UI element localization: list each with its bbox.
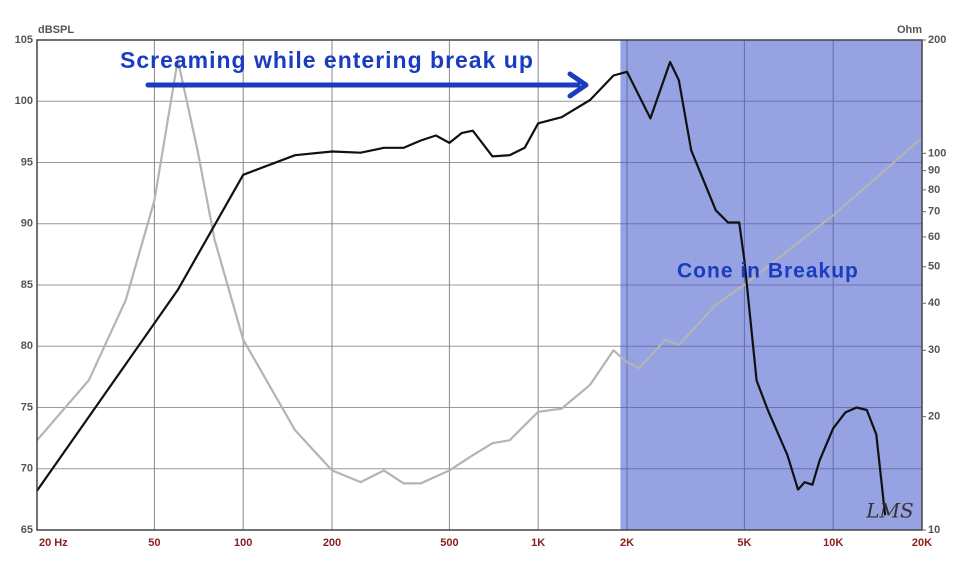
plot-frame xyxy=(36,39,923,531)
x-tick-label: 200 xyxy=(323,537,341,549)
y2-tick-label: 70 xyxy=(928,206,940,218)
y2-tick-label: 20 xyxy=(928,411,940,423)
y2-tick-label: 10 xyxy=(928,524,940,536)
x-tick-label: 20 Hz xyxy=(39,537,68,549)
x-tick-label: 2K xyxy=(620,537,634,549)
lines-layer xyxy=(36,58,923,516)
x-tick-label: 100 xyxy=(234,537,252,549)
y2-tick-label: 50 xyxy=(928,261,940,273)
y2-axis-label: Ohm xyxy=(897,24,922,36)
y-tick-label: 65 xyxy=(21,524,33,536)
y2-tick-label: 80 xyxy=(928,184,940,196)
x-tick-label: 50 xyxy=(148,537,160,549)
y2-tick-label: 40 xyxy=(928,297,940,309)
y-tick-label: 90 xyxy=(21,218,33,230)
impedance-line xyxy=(36,58,923,485)
y2-tick-label: 90 xyxy=(928,165,940,177)
y2-tick-label: 100 xyxy=(928,147,946,159)
y2-tick-label: 30 xyxy=(928,344,940,356)
spl-line xyxy=(36,60,887,516)
x-tick-label: 5K xyxy=(737,537,751,549)
y2-tick-label: 200 xyxy=(928,34,946,46)
y-tick-label: 75 xyxy=(21,401,33,413)
breakup-region xyxy=(620,40,922,530)
y-tick-label: 105 xyxy=(15,34,33,46)
x-tick-label: 1K xyxy=(531,537,545,549)
arrow-head xyxy=(567,71,589,99)
annotation: Screaming while entering break up xyxy=(120,47,534,73)
x-tick-label: 10K xyxy=(823,537,843,549)
y-axis-label: dBSPL xyxy=(38,24,74,36)
y-tick-label: 85 xyxy=(21,279,33,291)
y-tick-label: 100 xyxy=(15,95,33,107)
x-tick-label: 20K xyxy=(912,537,932,549)
shade-layer xyxy=(620,40,922,530)
x-tick-label: 500 xyxy=(440,537,458,549)
annotation: Cone in Breakup xyxy=(677,260,859,283)
logo: LMS xyxy=(865,499,913,523)
y-tick-label: 80 xyxy=(21,340,33,352)
y-tick-label: 70 xyxy=(21,463,33,475)
y-tick-label: 95 xyxy=(21,156,33,168)
y2-tick-label: 60 xyxy=(928,231,940,243)
